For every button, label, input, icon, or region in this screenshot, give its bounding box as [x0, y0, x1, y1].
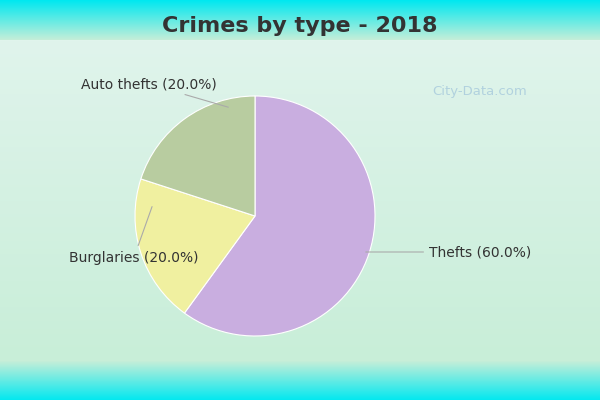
Text: Crimes by type - 2018: Crimes by type - 2018: [162, 16, 438, 36]
Wedge shape: [184, 96, 375, 336]
Wedge shape: [135, 179, 255, 313]
Text: Burglaries (20.0%): Burglaries (20.0%): [69, 207, 199, 265]
Text: City-Data.com: City-Data.com: [433, 86, 527, 98]
Wedge shape: [141, 96, 255, 216]
Text: Auto thefts (20.0%): Auto thefts (20.0%): [81, 77, 229, 107]
Text: Thefts (60.0%): Thefts (60.0%): [366, 245, 531, 259]
